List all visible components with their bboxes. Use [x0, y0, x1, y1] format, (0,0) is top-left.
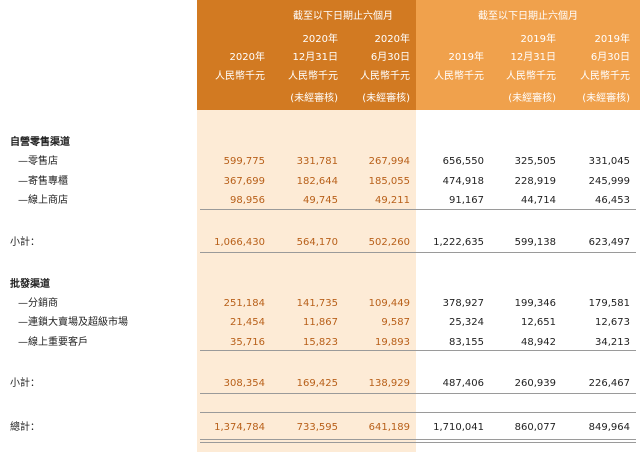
cell-value: 251,184: [223, 297, 265, 309]
cell-value: 25,324: [449, 317, 484, 328]
cell-value: 502,260: [368, 236, 410, 248]
cell-value: 367,699: [223, 175, 265, 187]
cell-value: 9,587: [381, 317, 410, 328]
cell-value: 199,346: [514, 297, 556, 309]
column-header: 人民幣千元: [434, 71, 484, 82]
header-2020-bg: [197, 0, 416, 110]
cell-value: 35,716: [230, 336, 265, 348]
rule: [200, 350, 636, 351]
cell-value: 1,222,635: [433, 236, 484, 248]
cell-value: 245,999: [588, 175, 630, 187]
column-header: 人民幣千元: [215, 71, 265, 82]
cell-value: 15,823: [303, 336, 338, 348]
cell-value: 98,956: [230, 195, 265, 206]
cell-value: 1,374,784: [214, 422, 265, 433]
column-header: 2019年: [520, 34, 556, 45]
cell-value: 331,781: [296, 156, 338, 167]
column-header: 12月31日: [510, 52, 556, 63]
cell-value: 141,735: [296, 297, 338, 309]
cell-value: 1,710,041: [433, 422, 484, 433]
cell-value: 185,055: [368, 175, 410, 187]
cell-value: 564,170: [296, 236, 338, 248]
row-label: —線上重要客戶: [18, 336, 88, 348]
cell-value: 83,155: [449, 336, 484, 348]
cell-value: 267,994: [368, 156, 410, 167]
period-title: 截至以下日期止六個月: [293, 11, 393, 22]
column-header: 人民幣千元: [506, 71, 556, 82]
column-header: 6月30日: [590, 52, 630, 63]
cell-value: 182,644: [296, 175, 338, 187]
column-header: (未經審核): [508, 93, 556, 104]
cell-value: 733,595: [296, 422, 338, 433]
section-title: 批發渠道: [10, 278, 50, 290]
cell-value: 49,745: [303, 195, 338, 206]
cell-value: 44,714: [521, 195, 556, 206]
cell-value: 378,927: [442, 297, 484, 309]
column-header: 人民幣千元: [288, 71, 338, 82]
cell-value: 656,550: [442, 156, 484, 167]
column-header: 2019年: [448, 52, 484, 63]
column-header: 6月30日: [370, 52, 410, 63]
rule: [200, 412, 636, 413]
row-label: —線上商店: [18, 195, 68, 206]
column-header: 2020年: [302, 34, 338, 45]
cell-value: 46,453: [595, 195, 630, 206]
cell-value: 21,454: [230, 317, 265, 328]
cell-value: 169,425: [296, 378, 338, 389]
column-header: 12月31日: [292, 52, 338, 63]
rule: [200, 393, 636, 394]
subtotal-label: 小計：: [10, 236, 40, 248]
cell-value: 331,045: [588, 156, 630, 167]
row-label: —寄售專櫃: [18, 175, 68, 187]
cell-value: 34,213: [595, 336, 630, 348]
row-label: —分銷商: [18, 297, 58, 309]
rule: [200, 251, 636, 253]
column-header: (未經審核): [362, 93, 410, 104]
cell-value: 49,211: [375, 195, 410, 206]
column-header: 人民幣千元: [360, 71, 410, 82]
subtotal-label: 小計：: [10, 378, 40, 389]
cell-value: 12,673: [595, 317, 630, 328]
cell-value: 641,189: [368, 422, 410, 433]
cell-value: 179,581: [588, 297, 630, 309]
cell-value: 109,449: [368, 297, 410, 309]
cell-value: 308,354: [223, 378, 265, 389]
total-label: 總計：: [10, 422, 40, 433]
cell-value: 849,964: [588, 422, 630, 433]
cell-value: 325,505: [514, 156, 556, 167]
row-label: —連鎖大賣場及超級市場: [18, 317, 128, 328]
cell-value: 260,939: [514, 378, 556, 389]
cell-value: 860,077: [514, 422, 556, 433]
cell-value: 19,893: [375, 336, 410, 348]
cell-value: 138,929: [368, 378, 410, 389]
column-header: 人民幣千元: [580, 71, 630, 82]
header-2019-bg: [416, 0, 640, 110]
column-header: 2020年: [374, 34, 410, 45]
column-header: 2019年: [594, 34, 630, 45]
cell-value: 487,406: [442, 378, 484, 389]
column-2020-bg: [197, 110, 416, 452]
row-label: —零售店: [18, 156, 58, 167]
section-title: 自營零售渠道: [10, 137, 70, 148]
column-header: (未經審核): [582, 93, 630, 104]
cell-value: 474,918: [442, 175, 484, 187]
cell-value: 11,867: [303, 317, 338, 328]
rule: [200, 208, 636, 210]
cell-value: 599,138: [514, 236, 556, 248]
cell-value: 91,167: [449, 195, 484, 206]
cell-value: 623,497: [588, 236, 630, 248]
cell-value: 599,775: [223, 156, 265, 167]
period-title: 截至以下日期止六個月: [478, 11, 578, 22]
cell-value: 226,467: [588, 378, 630, 389]
rule: [200, 442, 636, 443]
cell-value: 1,066,430: [214, 236, 265, 248]
cell-value: 228,919: [514, 175, 556, 187]
cell-value: 12,651: [521, 317, 556, 328]
cell-value: 48,942: [521, 336, 556, 348]
column-header: 2020年: [229, 52, 265, 63]
rule: [200, 439, 636, 440]
column-header: (未經審核): [290, 93, 338, 104]
